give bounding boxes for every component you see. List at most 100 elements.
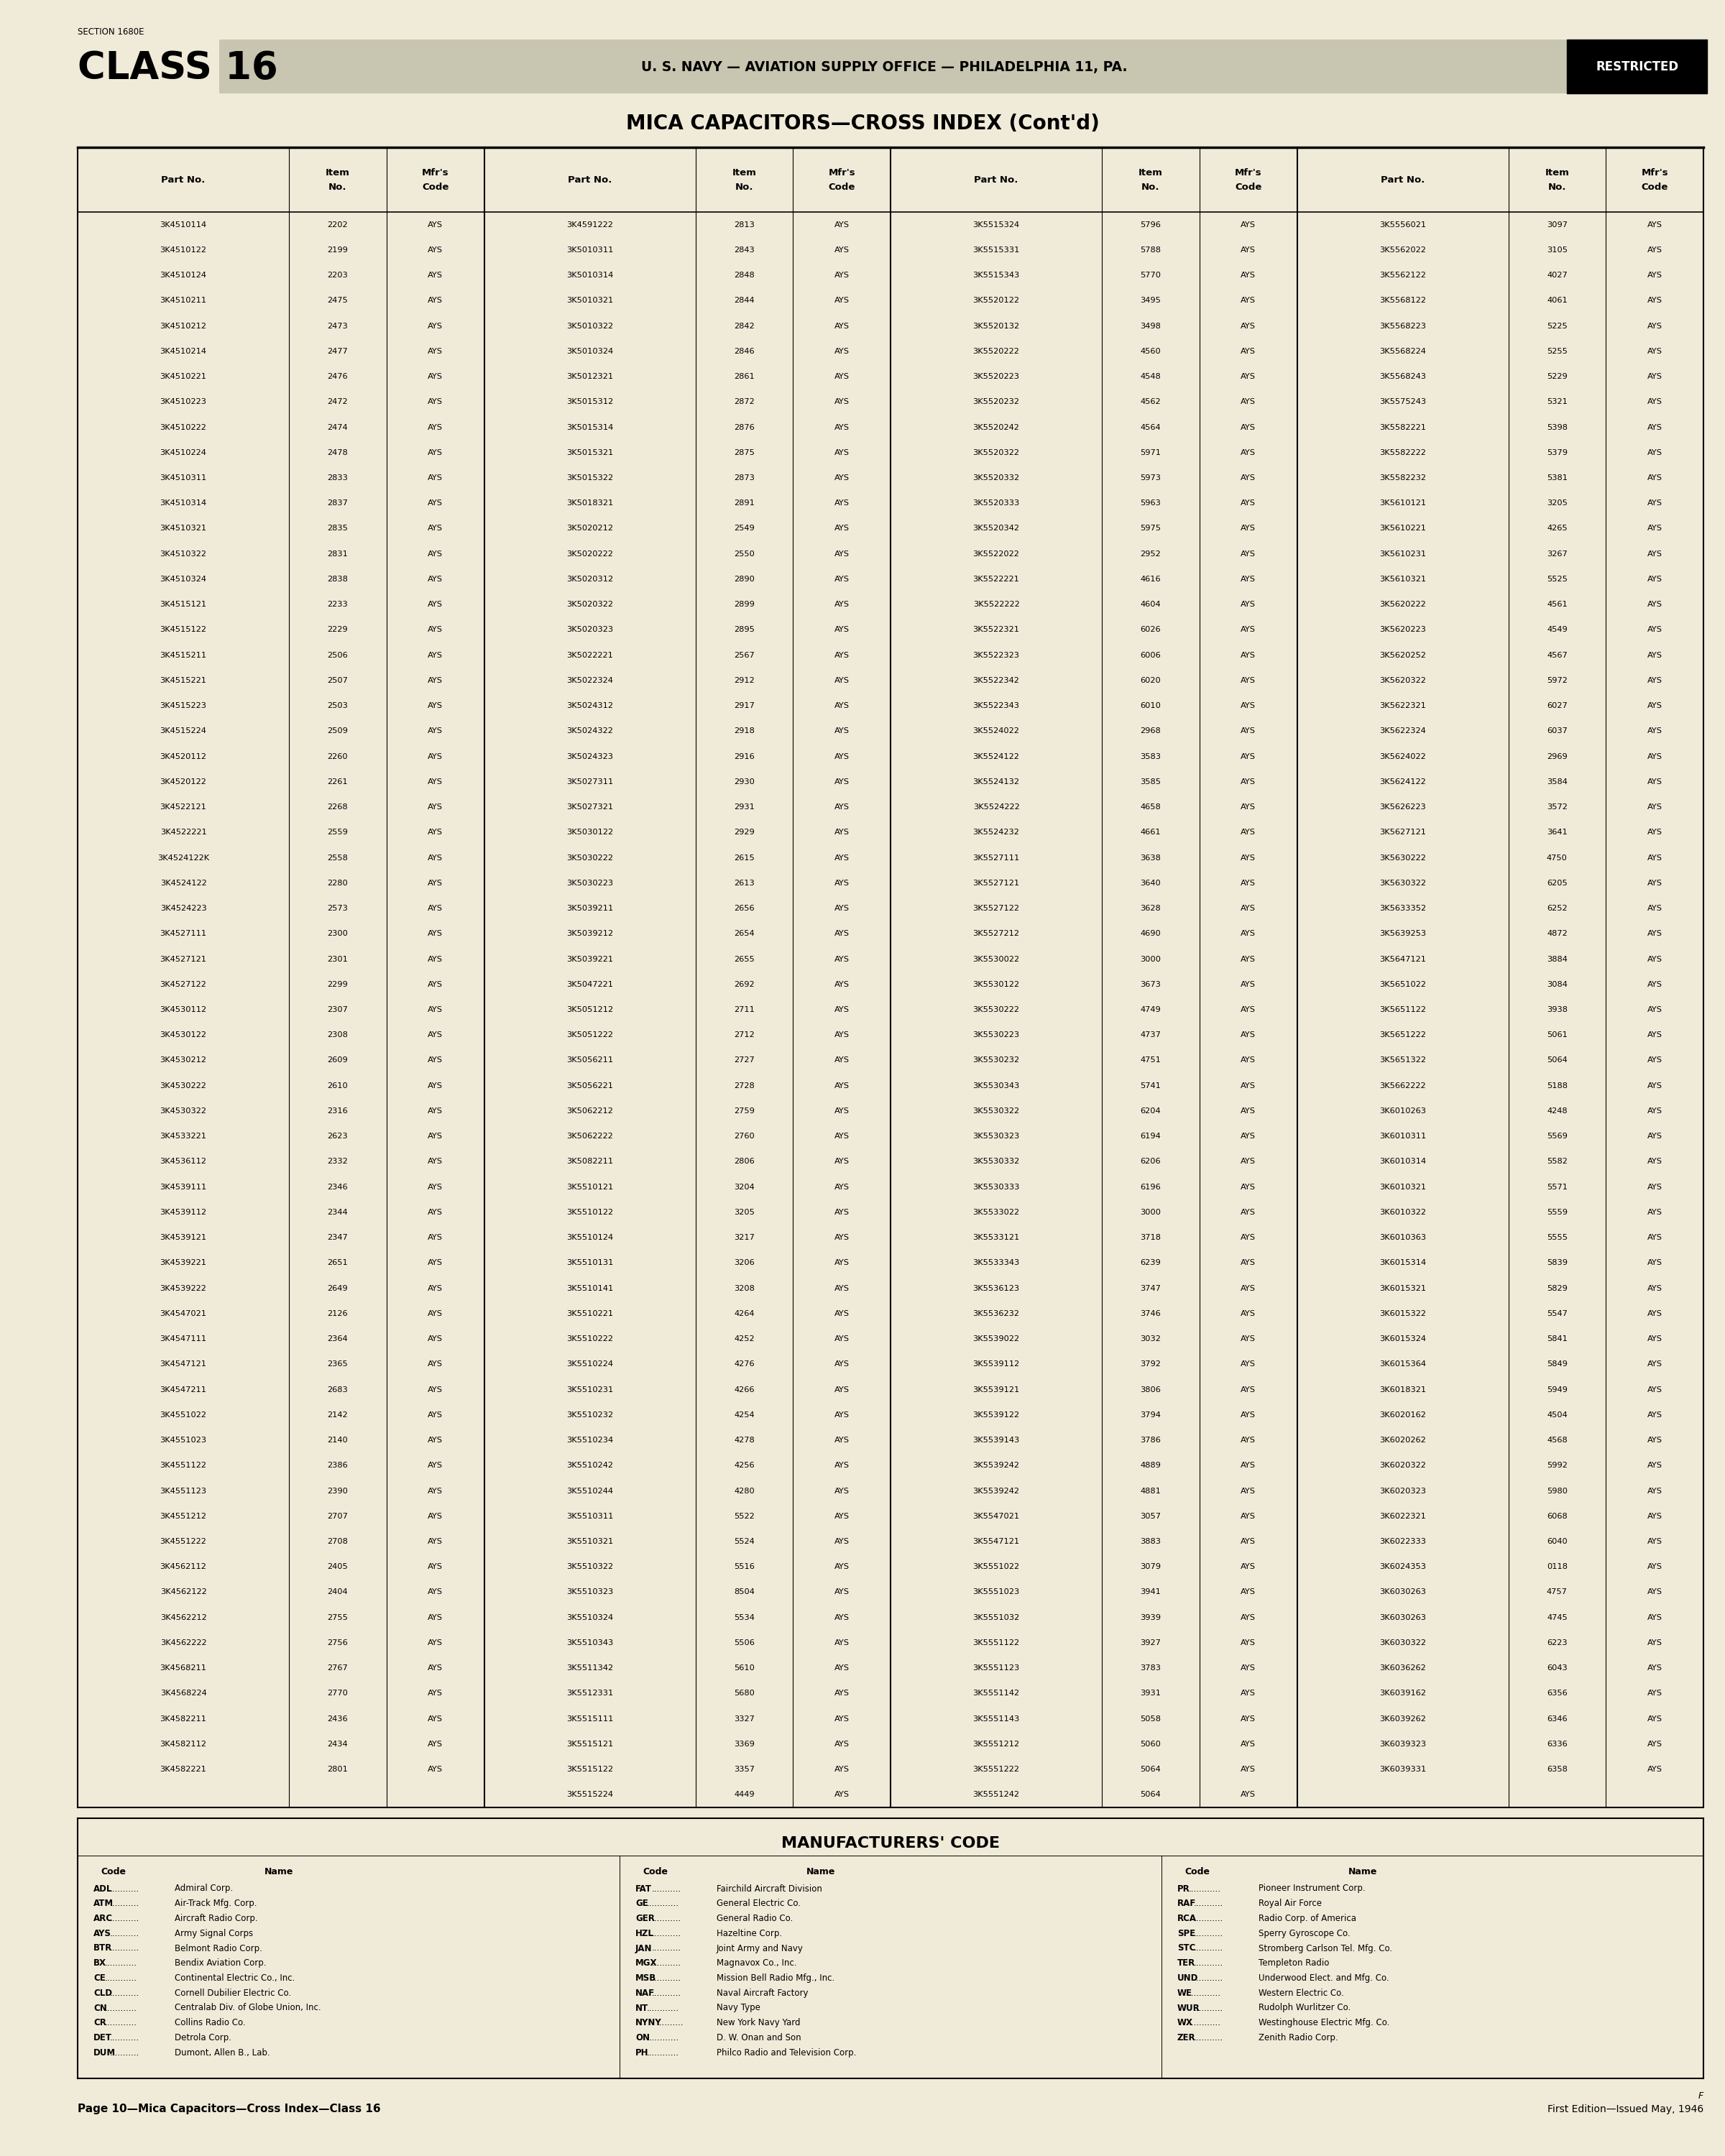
Text: 6040: 6040: [1547, 1537, 1568, 1546]
Text: 5188: 5188: [1547, 1082, 1568, 1089]
Text: AYS: AYS: [835, 1690, 849, 1697]
Text: 8504: 8504: [733, 1589, 754, 1595]
Text: AYS: AYS: [1647, 602, 1663, 608]
Text: AYS: AYS: [835, 929, 849, 938]
Text: 3K5524132: 3K5524132: [973, 778, 1019, 785]
Text: Pioneer Instrument Corp.: Pioneer Instrument Corp.: [1259, 1884, 1366, 1893]
Text: AYS: AYS: [1647, 828, 1663, 837]
Text: 3884: 3884: [1547, 955, 1568, 964]
Text: 2929: 2929: [733, 828, 754, 837]
Text: 3K5520223: 3K5520223: [973, 373, 1019, 379]
Text: 3K5539242: 3K5539242: [973, 1462, 1019, 1468]
Text: 3K6015322: 3K6015322: [1380, 1311, 1427, 1317]
Text: ...........: ...........: [110, 1915, 140, 1923]
Text: 3783: 3783: [1140, 1664, 1161, 1671]
Text: UND: UND: [1176, 1973, 1199, 1984]
Text: 3K5510244: 3K5510244: [566, 1488, 612, 1494]
Text: 3K5630222: 3K5630222: [1380, 854, 1427, 862]
Text: 3K5539112: 3K5539112: [973, 1360, 1019, 1367]
Text: 3K6024353: 3K6024353: [1380, 1563, 1427, 1570]
Text: 3K4591222: 3K4591222: [566, 222, 612, 229]
Text: 3K4551212: 3K4551212: [160, 1514, 207, 1520]
Text: 3K5522222: 3K5522222: [973, 602, 1019, 608]
Text: AYS: AYS: [835, 703, 849, 709]
Text: Mfr's: Mfr's: [423, 168, 448, 177]
Text: 3K5539122: 3K5539122: [973, 1412, 1019, 1419]
Text: 2917: 2917: [733, 703, 754, 709]
Text: AYS: AYS: [1647, 981, 1663, 987]
Text: 3K5620223: 3K5620223: [1380, 625, 1427, 634]
Text: AYS: AYS: [835, 550, 849, 558]
Text: 4254: 4254: [733, 1412, 754, 1419]
Text: ARC: ARC: [93, 1915, 112, 1923]
Text: AYS: AYS: [835, 272, 849, 278]
Text: 5522: 5522: [733, 1514, 754, 1520]
Text: 2308: 2308: [328, 1031, 348, 1039]
Text: AYS: AYS: [835, 981, 849, 987]
Text: 4266: 4266: [733, 1386, 754, 1393]
Text: 3K5030222: 3K5030222: [566, 854, 612, 862]
Text: 2649: 2649: [328, 1285, 348, 1291]
Text: Item: Item: [1546, 168, 1570, 177]
Text: 4027: 4027: [1547, 272, 1568, 278]
Text: Collins Radio Co.: Collins Radio Co.: [174, 2018, 245, 2027]
Text: 2813: 2813: [733, 222, 754, 229]
Text: No.: No.: [328, 183, 347, 192]
Text: 2801: 2801: [328, 1766, 348, 1772]
Text: AYS: AYS: [1647, 804, 1663, 811]
Text: 3K4510311: 3K4510311: [160, 474, 207, 481]
Text: ............: ............: [105, 2003, 138, 2014]
Text: AYS: AYS: [1647, 399, 1663, 405]
Text: AYS: AYS: [1240, 1740, 1256, 1749]
Text: U. S. NAVY — AVIATION SUPPLY OFFICE — PHILADELPHIA 11, PA.: U. S. NAVY — AVIATION SUPPLY OFFICE — PH…: [642, 60, 1126, 73]
Text: 3K4530212: 3K4530212: [160, 1056, 207, 1063]
Text: AYS: AYS: [428, 651, 443, 660]
Text: RCA: RCA: [1176, 1915, 1197, 1923]
Text: AYS: AYS: [1647, 625, 1663, 634]
Text: 3K5022221: 3K5022221: [566, 651, 612, 660]
Text: AYS: AYS: [1647, 1690, 1663, 1697]
Text: AYS: AYS: [835, 298, 849, 304]
Text: 3K4510314: 3K4510314: [160, 500, 207, 507]
Text: Part No.: Part No.: [568, 175, 612, 185]
Text: AYS: AYS: [1647, 1514, 1663, 1520]
Text: 4567: 4567: [1547, 651, 1568, 660]
Text: ............: ............: [1189, 1884, 1221, 1893]
Text: 3K4551022: 3K4551022: [160, 1412, 207, 1419]
Text: 3K5610231: 3K5610231: [1380, 550, 1427, 558]
Text: AYS: AYS: [835, 880, 849, 886]
Text: 3K4510122: 3K4510122: [160, 246, 207, 254]
Text: 3K4510322: 3K4510322: [160, 550, 207, 558]
Text: SECTION 1680E: SECTION 1680E: [78, 28, 145, 37]
Text: Mfr's: Mfr's: [1235, 168, 1261, 177]
Text: AYS: AYS: [1647, 1462, 1663, 1468]
Text: 4568: 4568: [1547, 1436, 1568, 1445]
Text: 2728: 2728: [733, 1082, 754, 1089]
Text: 2233: 2233: [328, 602, 348, 608]
Text: AYS: AYS: [1647, 298, 1663, 304]
Text: 2770: 2770: [328, 1690, 348, 1697]
Text: AYS: AYS: [835, 474, 849, 481]
Text: 3K5510141: 3K5510141: [566, 1285, 612, 1291]
Text: 5839: 5839: [1547, 1259, 1568, 1266]
Text: 3K5647121: 3K5647121: [1380, 955, 1427, 964]
Text: 3498: 3498: [1140, 323, 1161, 330]
Text: 5058: 5058: [1140, 1716, 1161, 1723]
Text: 3357: 3357: [733, 1766, 754, 1772]
Text: 3000: 3000: [1140, 955, 1161, 964]
Text: AYS: AYS: [835, 1792, 849, 1798]
Text: 3K5020222: 3K5020222: [566, 550, 612, 558]
Text: 5841: 5841: [1547, 1335, 1568, 1343]
Text: AYS: AYS: [428, 323, 443, 330]
Text: 3K4551023: 3K4551023: [160, 1436, 207, 1445]
Text: 3K5562122: 3K5562122: [1380, 272, 1427, 278]
Text: ...........: ...........: [1194, 1945, 1223, 1953]
Text: ............: ............: [1189, 2018, 1221, 2027]
Text: 3K4551222: 3K4551222: [160, 1537, 207, 1546]
Text: 3K6015364: 3K6015364: [1380, 1360, 1427, 1367]
Text: F: F: [1697, 2091, 1704, 2100]
Text: 3747: 3747: [1140, 1285, 1161, 1291]
Text: AYS: AYS: [428, 1589, 443, 1595]
Text: General Electric Co.: General Electric Co.: [716, 1899, 800, 1908]
Text: 3K4536112: 3K4536112: [160, 1158, 207, 1164]
